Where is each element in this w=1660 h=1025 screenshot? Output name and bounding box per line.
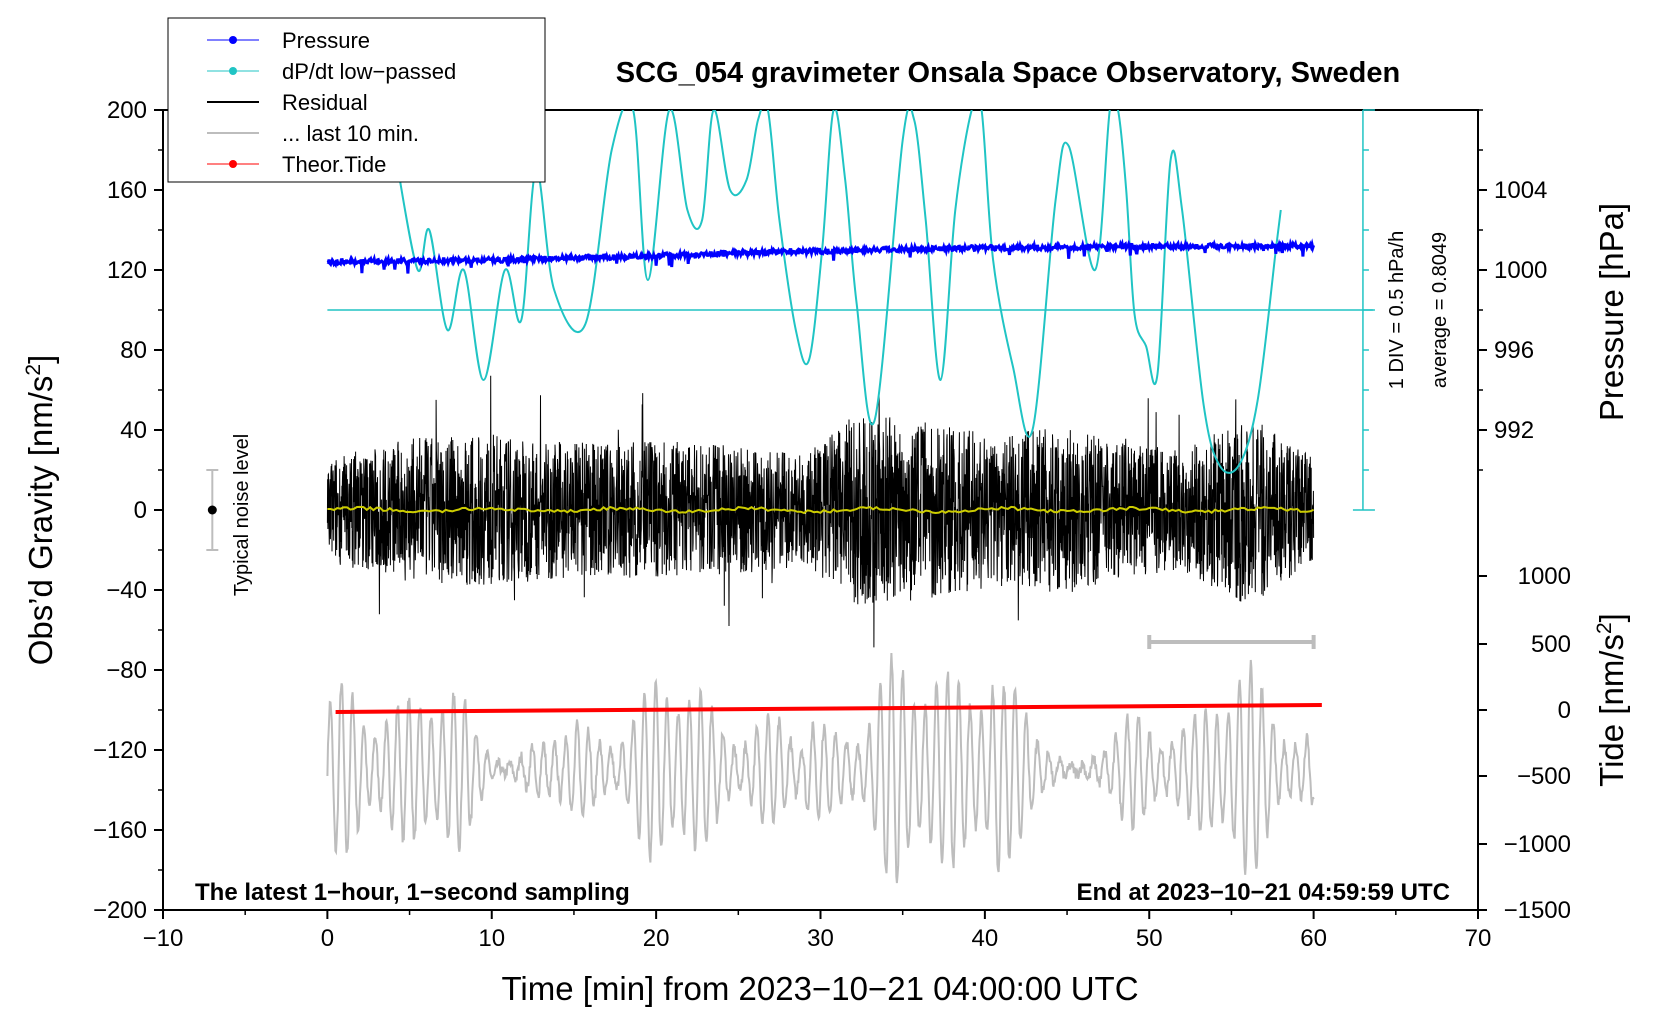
div-scale-label: 1 DIV = 0.5 hPa/h — [1386, 231, 1408, 389]
dpdt-line — [397, 110, 1282, 474]
legend-item-dpdt: dP/dt low−passed — [207, 59, 456, 84]
noise-level-label: Typical noise level — [231, 434, 253, 596]
pressure-axis-label: Pressure [hPa] — [1593, 203, 1630, 421]
legend-item-tide: Theor.Tide — [207, 152, 386, 177]
y-tick-label: 80 — [120, 337, 147, 364]
x-tick-label: 70 — [1465, 925, 1492, 952]
end-time-note: End at 2023−10−21 04:59:59 UTC — [1076, 879, 1450, 906]
y-axis-label-main: Obs’d Gravity [nm/s — [22, 376, 59, 666]
y-tick-label: 120 — [107, 257, 147, 284]
residual-smoothed-line — [327, 505, 1315, 515]
pressure-tick-label: 1000 — [1494, 257, 1547, 284]
x-axis-label: Time [min] from 2023−10−21 04:00:00 UTC — [501, 970, 1138, 1007]
last-10-min-series — [326, 652, 1315, 884]
tide-axis-label-sup: 2 — [1593, 622, 1616, 634]
tide-tick-label: −500 — [1517, 763, 1571, 790]
tide-axis-label-close: ] — [1593, 613, 1630, 622]
residual-line — [326, 375, 1315, 648]
tide-axis-label-main: Tide [nm/s — [1593, 634, 1630, 787]
pressure-tick-label: 992 — [1494, 417, 1534, 444]
y-tick-label: 200 — [107, 97, 147, 124]
legend-dpdt-label: dP/dt low−passed — [282, 59, 456, 84]
sampling-note: The latest 1−hour, 1−second sampling — [195, 879, 630, 906]
tide-tick-label: 500 — [1531, 631, 1571, 658]
x-tick-label: 30 — [807, 925, 834, 952]
tide-line — [335, 703, 1322, 714]
legend-last10-label: ... last 10 min. — [282, 121, 419, 146]
y-tick-label: −160 — [93, 817, 147, 844]
legend-pressure-dot — [229, 36, 237, 44]
x-tick-label: −10 — [143, 925, 184, 952]
y-tick-label: 0 — [134, 497, 147, 524]
legend-box — [167, 17, 546, 183]
average-label: average = 0.8049 — [1429, 232, 1451, 388]
legend-tide-dot — [229, 160, 237, 168]
x-tick-label: 20 — [643, 925, 670, 952]
tide-axis-label: Tide [nm/s2] — [1593, 613, 1630, 787]
pressure-series — [326, 238, 1316, 274]
tide-series — [335, 703, 1322, 714]
x-tick-label: 10 — [478, 925, 505, 952]
y-tick-label: −80 — [106, 657, 147, 684]
legend-pressure-label: Pressure — [282, 28, 370, 53]
tide-tick-label: −1500 — [1504, 897, 1571, 924]
tide-tick-label: 0 — [1558, 697, 1571, 724]
legend-tide-label: Theor.Tide — [282, 152, 386, 177]
y-tick-label: −120 — [93, 737, 147, 764]
legend: Pressure dP/dt low−passed Residual ... l… — [167, 17, 546, 183]
y-tick-label: −40 — [106, 577, 147, 604]
x-tick-label: 40 — [972, 925, 999, 952]
legend-dpdt-dot — [229, 67, 237, 75]
tide-axis-ticks: 1000 500 0 −500 −1000 −1500 — [1478, 563, 1571, 924]
tide-tick-label: 1000 — [1518, 563, 1571, 590]
chart-title: SCG_054 gravimeter Onsala Space Observat… — [616, 57, 1400, 89]
x-tick-label: 60 — [1300, 925, 1327, 952]
chart-extras — [206, 469, 1316, 649]
y-axis-label: Obs’d Gravity [nm/s2] — [22, 355, 59, 666]
legend-item-last10: ... last 10 min. — [207, 121, 419, 146]
pressure-axis-ticks: 1004 1000 996 992 — [1477, 109, 1547, 510]
legend-item-pressure: Pressure — [207, 28, 370, 53]
pressure-line — [326, 238, 1316, 274]
y-tick-label: 160 — [107, 177, 147, 204]
noise-center-dot — [207, 505, 217, 515]
y-tick-label: −200 — [93, 897, 147, 924]
legend-residual-label: Residual — [282, 90, 368, 115]
legend-item-residual: Residual — [207, 90, 368, 115]
tide-tick-label: −1000 — [1504, 831, 1571, 858]
pressure-tick-label: 996 — [1494, 337, 1534, 364]
x-tick-label: 50 — [1136, 925, 1163, 952]
y-tick-label: 40 — [120, 417, 147, 444]
pressure-tick-label: 1004 — [1494, 177, 1547, 204]
dpdt-series-group — [327, 109, 1375, 511]
residual-series — [326, 375, 1315, 648]
x-axis-ticks: −10 0 10 20 30 40 50 60 70 — [143, 910, 1492, 952]
y-axis-label-sup: 2 — [22, 364, 45, 376]
y-axis-ticks: 200 160 120 80 40 0 −40 −80 −120 −160 −200 — [93, 97, 163, 924]
x-tick-label: 0 — [321, 925, 334, 952]
last-10-min-line — [326, 652, 1315, 884]
y-axis-label-close: ] — [22, 355, 59, 364]
